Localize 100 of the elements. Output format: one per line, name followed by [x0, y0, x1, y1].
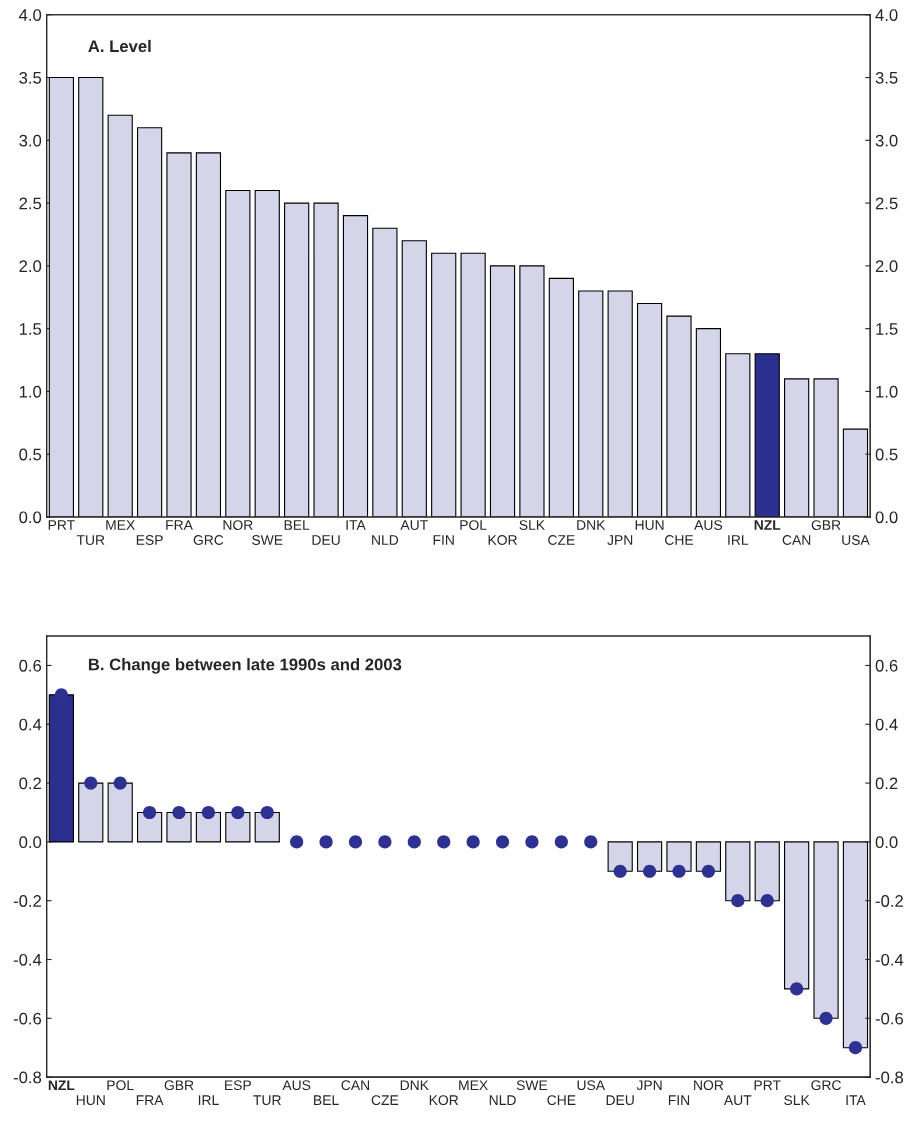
y-tick-label: -0.2: [13, 895, 41, 907]
bar: [195, 811, 222, 843]
bar: [195, 152, 222, 517]
point: [672, 864, 686, 878]
bar: [842, 841, 869, 1049]
y-tick-label: 1.5: [19, 323, 42, 335]
point: [113, 776, 127, 790]
bar: [695, 328, 722, 517]
bar: [136, 811, 163, 843]
y-tick-label: -0.4: [13, 953, 42, 966]
x-tick-label: DEU: [312, 535, 340, 545]
bar: [636, 302, 663, 517]
bar: [254, 189, 280, 517]
point: [525, 835, 539, 849]
x-tick-label: ITA: [846, 1095, 866, 1105]
y2-tick-label: 0.0: [875, 511, 898, 524]
bar: [136, 127, 163, 517]
y-tick-label: 4.0: [19, 9, 42, 21]
text: A. Level: [88, 39, 151, 53]
y2-tick-label: 0.0: [875, 836, 898, 849]
point: [613, 864, 627, 878]
bar: [284, 202, 310, 517]
x-tick-label: MEX: [106, 520, 135, 530]
x-tick-label: SWE: [252, 535, 283, 545]
x-tick-label: SLK: [519, 520, 545, 530]
y-tick-label: 0.5: [19, 448, 42, 461]
y2-tick-label: -0.8: [875, 1071, 904, 1084]
y-tick-label: 0.6: [19, 659, 42, 672]
bar: [460, 252, 486, 517]
y2-tick-label: -0.4: [875, 953, 904, 966]
bar: [48, 76, 74, 517]
bar: [784, 841, 810, 990]
point: [790, 982, 804, 996]
bar: [225, 189, 251, 517]
y2-tick-label: 2.5: [875, 197, 898, 210]
x-tick-label: POL: [107, 1080, 134, 1091]
bar: [401, 240, 427, 517]
x-tick-label: IRL: [198, 1095, 219, 1105]
point: [231, 805, 245, 820]
x-tick-label: USA: [577, 1080, 606, 1091]
y-tick-label: 1.0: [19, 385, 42, 398]
x-tick-label: PRT: [48, 520, 75, 530]
x-tick-label: CHE: [547, 1095, 576, 1106]
y-tick-label: 0.4: [19, 718, 42, 731]
y2-tick-label: 1.5: [876, 323, 898, 335]
bar: [754, 841, 780, 902]
point: [760, 894, 774, 908]
x-tick-label: CAN: [341, 1080, 370, 1091]
bar: [666, 841, 692, 872]
y-tick-label: 3.5: [19, 71, 42, 84]
y2-tick-label: 2.0: [875, 260, 898, 273]
bar: [636, 841, 663, 872]
x-tick-label: AUS: [282, 1080, 311, 1091]
x-tick-label: ESP: [225, 1080, 251, 1091]
y2-tick-label: 0.4: [875, 718, 898, 731]
x-tick-label: JPN: [636, 1080, 662, 1091]
x-tick-label: NZL: [754, 520, 781, 530]
bar: [725, 841, 751, 902]
y2-tick-label: 3.0: [875, 134, 898, 147]
y-tick-label: 0.0: [19, 836, 42, 849]
bar: [519, 265, 545, 517]
x-tick-label: DEU: [606, 1095, 634, 1106]
x-tick-label: CHE: [665, 535, 694, 545]
x-tick-label: NOR: [694, 1080, 724, 1091]
bar: [666, 315, 692, 517]
bar: [489, 265, 516, 517]
x-tick-label: NLD: [489, 1095, 516, 1105]
x-tick-label: NZL: [48, 1080, 75, 1090]
bar: [107, 782, 133, 843]
bar: [813, 841, 839, 1019]
y2-tick-label: -0.2: [875, 895, 903, 907]
x-tick-label: HUN: [635, 520, 664, 530]
x-tick-label: GRC: [193, 535, 224, 545]
x-tick-label: SWE: [516, 1080, 548, 1091]
point: [319, 835, 333, 849]
x-tick-label: IRL: [728, 535, 749, 545]
x-tick-label: JPN: [607, 535, 633, 545]
point: [172, 805, 186, 820]
y2-tick-label: 1.0: [876, 385, 898, 398]
x-tick-label: SLK: [784, 1095, 810, 1106]
point: [584, 835, 598, 849]
x-tick-label: AUT: [400, 520, 428, 530]
point: [437, 835, 451, 849]
x-tick-label: CZE: [548, 535, 575, 545]
point: [201, 805, 216, 820]
x-tick-label: DNK: [400, 1080, 429, 1090]
x-tick-label: FIN: [433, 535, 454, 545]
bar: [725, 353, 751, 517]
bar: [107, 114, 133, 517]
x-tick-label: ESP: [136, 535, 163, 545]
x-tick-label: CAN: [782, 535, 811, 545]
y2-tick-label: 0.6: [875, 659, 898, 672]
bar: [695, 841, 722, 872]
bar: [431, 252, 457, 517]
y-tick-label: 3.0: [19, 134, 42, 147]
y2-tick-label: -0.6: [875, 1012, 904, 1025]
x-tick-label: TUR: [76, 535, 105, 545]
x-tick-label: NLD: [372, 535, 399, 545]
x-tick-label: FRA: [166, 520, 193, 530]
y-tick-label: 2.0: [19, 260, 42, 273]
